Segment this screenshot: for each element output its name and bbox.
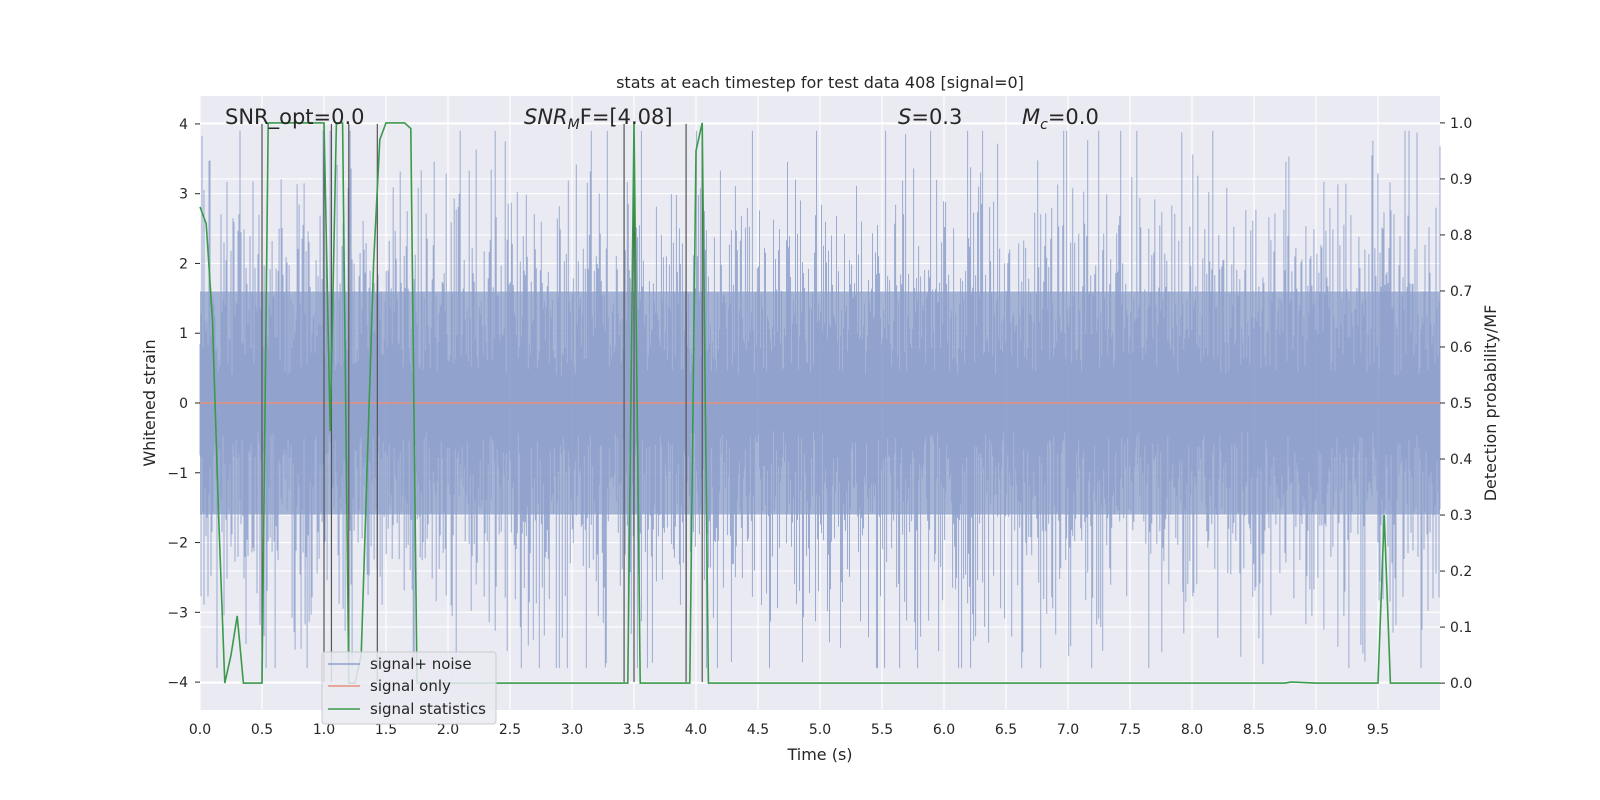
x-tick-label: 8.0 bbox=[1181, 722, 1203, 738]
x-tick-label: 3.5 bbox=[623, 722, 645, 738]
x-tick-label: 6.0 bbox=[933, 722, 955, 738]
vertical-markers bbox=[261, 123, 703, 683]
x-tick-label: 6.5 bbox=[995, 722, 1017, 738]
y-tick-label: −3 bbox=[167, 605, 188, 621]
x-tick-label: 0.0 bbox=[189, 722, 211, 738]
annotation-snr-mf-value: F=[4.08] bbox=[580, 105, 673, 129]
y-axis-label-left: Whitened strain bbox=[140, 339, 159, 466]
y-right-tick-label: 0.4 bbox=[1450, 452, 1472, 468]
y-right-tick-label: 0.9 bbox=[1450, 172, 1472, 188]
x-tick-label: 5.0 bbox=[809, 722, 831, 738]
y-right-tick-label: 0.3 bbox=[1450, 508, 1472, 524]
annotation-s: S=0.3 bbox=[898, 105, 962, 129]
y-right-tick-label: 0.1 bbox=[1450, 620, 1472, 636]
y-tick-label: −1 bbox=[167, 466, 188, 482]
x-tick-label: 1.0 bbox=[313, 722, 335, 738]
annotation-mc-sub: c bbox=[1040, 117, 1048, 133]
y-tick-label: 3 bbox=[179, 187, 188, 203]
x-tick-label: 9.5 bbox=[1367, 722, 1389, 738]
signal-statistics-series bbox=[199, 122, 1440, 684]
annotation-mc-value: =0.0 bbox=[1048, 105, 1099, 129]
y-right-tick-label: 0.6 bbox=[1450, 340, 1472, 356]
legend-box bbox=[321, 651, 497, 725]
x-tick-label: 7.0 bbox=[1057, 722, 1079, 738]
legend-label-signal-only: signal only bbox=[370, 677, 451, 695]
x-tick-label: 4.0 bbox=[685, 722, 707, 738]
x-ticks: 0.0 0.5 1.0 1.5 2.0 2.5 3.0 3.5 4.0 4.5 5.0 5.5 6.0 6… bbox=[189, 722, 1389, 738]
x-tick-label: 3.0 bbox=[561, 722, 583, 738]
x-tick-label: 0.5 bbox=[251, 722, 273, 738]
y-tick-label: −4 bbox=[167, 675, 188, 691]
annotation-snr-mf-sub: M bbox=[568, 117, 580, 133]
annotation-s-value: =0.3 bbox=[911, 105, 962, 129]
annotation-snr-opt: SNR_opt=0.0 bbox=[225, 105, 365, 130]
y-tick-label: 1 bbox=[179, 326, 188, 342]
y-ticks-right: 1.0 0.9 0.8 0.7 0.6 0.5 0.4 0.3 0.2 0.1 0.0 bbox=[1440, 116, 1472, 692]
annotation-mc-name: M bbox=[1022, 105, 1040, 129]
chart-title: stats at each timestep for test data 408… bbox=[616, 73, 1024, 92]
y-tick-label: 4 bbox=[179, 117, 188, 133]
x-tick-label: 7.5 bbox=[1119, 722, 1141, 738]
legend: signal+ noise signal only signal statist… bbox=[321, 651, 497, 725]
x-tick-label: 5.5 bbox=[871, 722, 893, 738]
x-axis-label: Time (s) bbox=[786, 745, 852, 764]
legend-label-noise: signal+ noise bbox=[370, 655, 472, 673]
legend-label-statistics: signal statistics bbox=[370, 700, 486, 718]
y-ticks-left: 4 3 2 1 0 −1 −2 −3 −4 bbox=[167, 117, 200, 691]
y-right-tick-label: 1.0 bbox=[1450, 116, 1472, 132]
x-tick-label: 4.5 bbox=[747, 722, 769, 738]
y-tick-label: −2 bbox=[167, 536, 188, 552]
annotation-snr-mf-name: SNR bbox=[524, 105, 568, 129]
x-tick-label: 2.0 bbox=[437, 722, 459, 738]
annotation-snr-mf: SNRMF=[4.08] bbox=[524, 105, 673, 133]
y-right-tick-label: 0.8 bbox=[1450, 228, 1472, 244]
y-right-tick-label: 0.0 bbox=[1450, 676, 1472, 692]
y-right-tick-label: 0.7 bbox=[1450, 284, 1472, 300]
annotation-mc: Mc=0.0 bbox=[1022, 105, 1099, 133]
x-tick-label: 1.5 bbox=[375, 722, 397, 738]
y-right-tick-label: 0.5 bbox=[1450, 396, 1472, 412]
x-tick-label: 8.5 bbox=[1243, 722, 1265, 738]
y-right-tick-label: 0.2 bbox=[1450, 564, 1472, 580]
annotation-s-name: S bbox=[898, 105, 911, 129]
x-tick-label: 2.5 bbox=[499, 722, 521, 738]
y-axis-label-right: Detection probability/MF bbox=[1481, 305, 1500, 502]
x-tick-label: 9.0 bbox=[1305, 722, 1327, 738]
y-tick-label: 2 bbox=[179, 256, 188, 272]
y-tick-label: 0 bbox=[179, 396, 188, 412]
